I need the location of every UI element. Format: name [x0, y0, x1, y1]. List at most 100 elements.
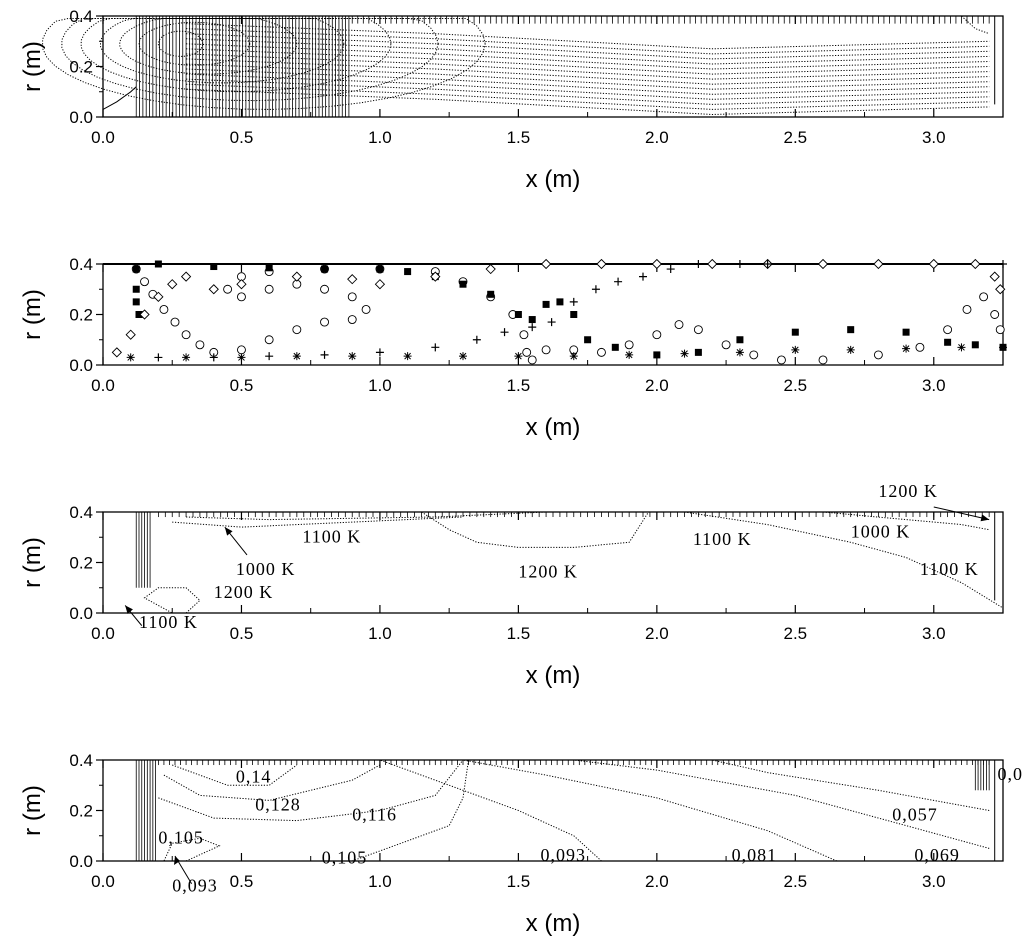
streamline: [186, 58, 990, 85]
contour-label: 0,105: [158, 827, 204, 847]
circle-marker: [818, 355, 828, 365]
contour-label: 1100 K: [139, 612, 198, 632]
x-tick-label: 1.0: [368, 376, 392, 395]
x-tick-label: 2.5: [783, 128, 807, 147]
vortex-contour: [42, 18, 486, 110]
iso-0-093: [379, 759, 602, 862]
diamond-marker: [989, 271, 1000, 282]
circle-marker: [652, 330, 662, 340]
diamond-marker: [167, 279, 178, 290]
y-tick-label: 0.4: [69, 751, 93, 770]
streamline: [186, 33, 990, 60]
streamline: [186, 23, 990, 50]
diamond-marker: [139, 309, 150, 320]
circle-marker: [159, 305, 169, 314]
y-tick-label: 0.2: [69, 554, 93, 573]
x-tick-label: 0.0: [91, 872, 115, 891]
x-tick-label: 1.0: [368, 624, 392, 643]
circle-marker: [597, 347, 606, 357]
square-marker: [611, 343, 619, 351]
diamond-marker: [111, 347, 122, 358]
plus-marker: [209, 353, 218, 362]
x-axis-title: x (m): [526, 166, 581, 193]
vortex-contour: [100, 18, 345, 84]
circle-marker: [237, 292, 246, 302]
plus-marker: [666, 265, 675, 274]
label-arrow: [933, 506, 990, 521]
x-tick-label: 0.0: [91, 624, 115, 643]
circle-marker: [541, 345, 551, 355]
plus-marker: [154, 353, 163, 362]
contour-label: 1100 K: [302, 526, 361, 546]
contour-label: 0,069: [914, 845, 960, 865]
x-tick-label: 2.5: [783, 376, 807, 395]
streamline: [186, 68, 990, 95]
plus-marker: [547, 318, 556, 327]
asterisk-marker: [514, 352, 523, 361]
square-marker: [154, 260, 162, 268]
y-tick-label: 0.0: [69, 604, 93, 623]
square-marker: [556, 298, 564, 306]
contour-label: 1100 K: [693, 529, 752, 549]
plus-marker: [320, 350, 329, 359]
square-marker: [847, 326, 855, 334]
asterisk-marker: [348, 352, 357, 361]
asterisk-marker: [957, 343, 966, 352]
circle-marker: [195, 340, 205, 350]
x-tick-label: 2.0: [645, 128, 669, 147]
streamline: [186, 83, 990, 110]
square-marker: [528, 316, 536, 324]
diamond-marker: [125, 329, 136, 340]
circle-marker: [320, 284, 329, 294]
plus-marker: [265, 352, 274, 361]
y-tick-label: 0.4: [69, 7, 93, 26]
diamond-marker: [208, 284, 219, 295]
circle-marker: [693, 325, 703, 335]
y-axis-title: r (m): [19, 289, 46, 340]
circle-marker: [915, 342, 925, 352]
asterisk-marker: [791, 345, 800, 354]
streamline: [186, 28, 990, 55]
circle-marker: [170, 317, 180, 327]
x-tick-label: 1.5: [507, 872, 531, 891]
panel-stream-function: 0.0 0.5 1.0 1.5 2.0 2.5 3.00.00.20.4x (m)r (m): [19, 7, 1004, 193]
x-tick-label: 0.5: [230, 376, 254, 395]
circle-marker: [264, 335, 274, 345]
diamond-marker: [153, 291, 164, 302]
arrow-head: [224, 527, 233, 536]
circle-marker: [292, 325, 302, 335]
x-tick-label: 3.0: [922, 128, 946, 147]
plus-marker: [591, 285, 600, 294]
contour-label: 0,081: [732, 845, 778, 865]
diamond-marker: [873, 258, 884, 270]
asterisk-marker: [846, 345, 855, 354]
plus-marker: [999, 260, 1007, 268]
diamond-marker: [180, 271, 192, 282]
x-tick-label: 0.0: [91, 376, 115, 395]
square-marker: [902, 328, 910, 336]
diamond-marker: [970, 258, 981, 270]
y-tick-label: 0.2: [69, 306, 93, 325]
circle-marker: [527, 355, 537, 365]
square-marker: [653, 351, 661, 359]
vortex-contour: [61, 18, 439, 102]
square-marker: [514, 311, 522, 318]
square-marker: [376, 265, 384, 273]
circle-marker: [777, 355, 786, 365]
inlet-boundary: [102, 86, 137, 110]
asterisk-marker: [680, 349, 689, 358]
contour-label: 0,093: [541, 845, 587, 865]
iso-0-057: [712, 759, 990, 811]
diamond-marker: [817, 258, 829, 270]
plus-marker: [500, 328, 509, 337]
streamline: [186, 48, 990, 75]
plus-marker: [735, 260, 744, 268]
contour-label: 1100 K: [920, 559, 979, 579]
circle-marker: [962, 305, 972, 314]
asterisk-marker: [292, 352, 301, 361]
diamond-marker: [540, 258, 552, 270]
contour-label: 0,105: [322, 848, 368, 868]
contour-label: 0,128: [255, 795, 300, 815]
asterisk-marker: [569, 352, 578, 361]
x-tick-label: 2.5: [783, 624, 807, 643]
